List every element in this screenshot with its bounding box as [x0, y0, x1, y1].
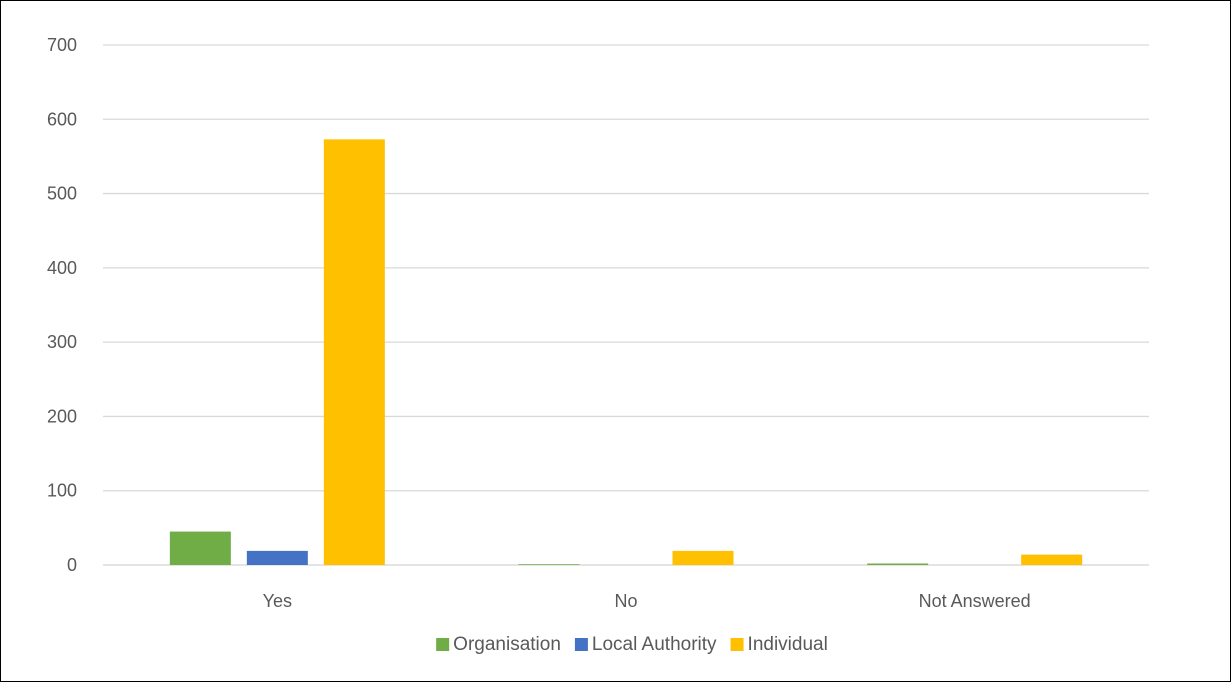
- y-tick-label: 0: [67, 555, 77, 575]
- y-tick-label: 700: [47, 35, 77, 55]
- legend-swatch: [730, 638, 744, 651]
- bar-no-organisation: [518, 564, 580, 565]
- y-axis-tick-labels: 0 100 200 300 400 500 600 700: [47, 35, 77, 575]
- y-tick-label: 400: [47, 258, 77, 278]
- legend-label: Individual: [748, 634, 828, 655]
- legend-item-organisation: Organisation: [436, 634, 561, 655]
- legend-label: Organisation: [453, 634, 561, 655]
- gridlines: [103, 44, 1149, 566]
- y-tick-label: 200: [47, 406, 77, 426]
- y-tick-label: 300: [47, 332, 77, 352]
- bar-yes-individual: [323, 139, 385, 566]
- x-tick-label: Yes: [263, 591, 292, 611]
- y-tick-label: 500: [47, 184, 77, 204]
- legend-item-local-authority: Local Authority: [574, 634, 717, 655]
- bar-not-answered-organisation: [867, 563, 929, 565]
- bars: [169, 139, 1083, 566]
- x-tick-label: Not Answered: [919, 591, 1031, 611]
- x-axis-tick-labels: Yes No Not Answered: [263, 591, 1031, 611]
- bar-no-individual: [672, 550, 734, 565]
- bar-not-answered-individual: [1021, 554, 1083, 565]
- x-tick-label: No: [614, 591, 637, 611]
- legend-item-individual: Individual: [730, 634, 828, 655]
- legend-swatch: [574, 638, 588, 651]
- y-tick-label: 600: [47, 109, 77, 129]
- bar-yes-organisation: [169, 531, 231, 565]
- legend-label: Local Authority: [592, 634, 717, 655]
- bar-yes-local-authority: [246, 550, 308, 565]
- legend-swatch: [436, 638, 450, 651]
- legend: Organisation Local Authority Individual: [436, 634, 828, 655]
- y-tick-label: 100: [47, 481, 77, 501]
